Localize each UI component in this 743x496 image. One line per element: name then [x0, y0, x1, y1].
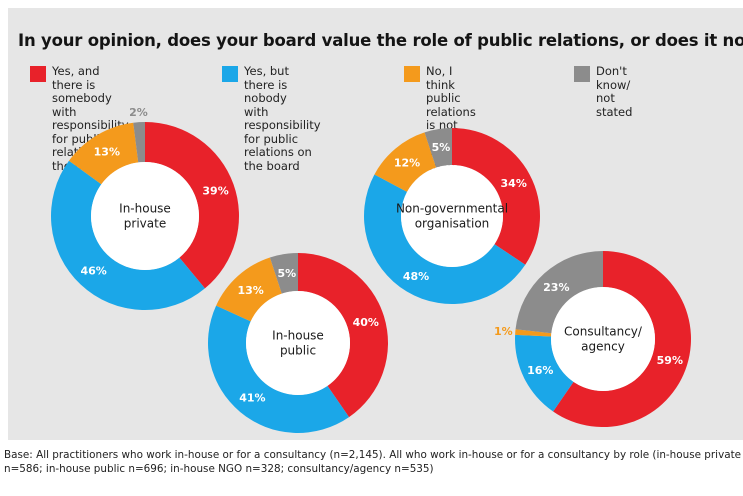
- slice-value-label: 2%: [129, 106, 148, 119]
- slice-value-label: 34%: [501, 177, 527, 190]
- legend-swatch: [222, 66, 238, 82]
- donut-slice: [68, 122, 139, 185]
- donut-slice: [145, 122, 239, 289]
- donut-category-label: organisation: [415, 217, 490, 231]
- slice-value-label: 12%: [394, 156, 420, 169]
- donut-slice: [50, 160, 205, 311]
- donut-category-label: In-house: [119, 202, 171, 216]
- donut-category-label: Non-governmental: [396, 202, 508, 216]
- donut-slice: [269, 253, 298, 294]
- donut-category-label: private: [124, 217, 166, 231]
- slice-value-label: 23%: [543, 281, 569, 294]
- donut-slice: [553, 251, 692, 427]
- slice-value-label: 59%: [657, 354, 683, 367]
- donut-slice: [133, 122, 145, 163]
- donut-slice: [515, 334, 574, 412]
- slice-value-label: 39%: [202, 185, 228, 198]
- donut-center: [401, 165, 503, 267]
- slice-value-label: 5%: [432, 141, 451, 154]
- slice-value-label: 5%: [277, 267, 296, 280]
- slice-value-label: 48%: [403, 270, 429, 283]
- donut-center: [246, 291, 350, 395]
- legend-swatch: [574, 66, 590, 82]
- slice-value-label: 13%: [237, 284, 263, 297]
- donut-slice: [515, 251, 603, 334]
- donut-slice: [216, 257, 282, 322]
- chart-title: In your opinion, does your board value t…: [18, 31, 743, 50]
- donut-slice: [424, 128, 452, 168]
- donut-slice: [363, 174, 526, 305]
- footnote: Base: All practitioners who work in-hous…: [4, 449, 742, 475]
- slice-value-label: 41%: [239, 391, 265, 404]
- donut-slice: [515, 329, 552, 337]
- slice-value-label: 46%: [80, 265, 106, 278]
- donut-slice: [298, 253, 388, 418]
- donut-center: [551, 287, 655, 391]
- donut-slice: [374, 132, 437, 192]
- legend-swatch: [30, 66, 46, 82]
- donut-center: [91, 162, 199, 270]
- slice-value-label: 13%: [94, 145, 120, 158]
- donut-category-label: public: [280, 344, 316, 358]
- donut-consultancy-agency: 59% 16% 1% 23% Consultancy/agency: [494, 251, 692, 427]
- legend-label: Don't know/ not stated: [596, 64, 633, 119]
- legend-swatch: [404, 66, 420, 82]
- slice-value-label: 40%: [353, 316, 379, 329]
- donut-slice: [452, 128, 540, 265]
- donut-slice: [208, 305, 350, 433]
- slice-value-label: 1%: [494, 325, 513, 338]
- slice-value-label: 16%: [527, 364, 553, 377]
- donut-category-label: agency: [581, 340, 625, 354]
- donut-category-label: In-house: [272, 329, 324, 343]
- legend-label: Yes, but there is nobody with responsibi…: [244, 64, 321, 173]
- donut-category-label: Consultancy/: [564, 325, 643, 339]
